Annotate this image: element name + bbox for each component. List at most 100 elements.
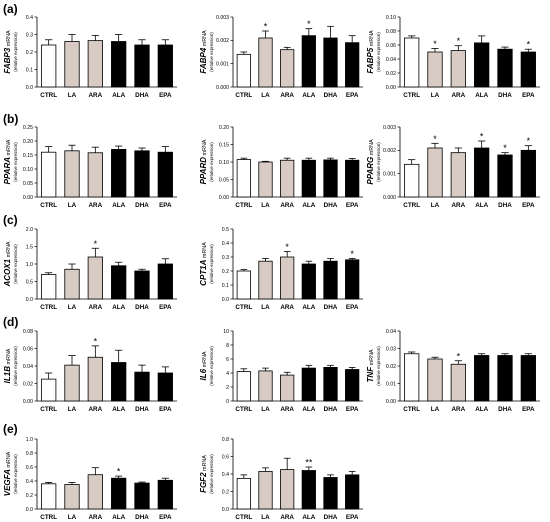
bar-ara xyxy=(280,374,295,402)
x-tick-label: ARA xyxy=(452,406,466,413)
bar-ala xyxy=(301,367,316,402)
bar-la xyxy=(64,364,80,402)
y-axis-unit: (relative expression) xyxy=(209,454,214,494)
x-tick-label: CTRL xyxy=(235,202,252,209)
y-tick-label: 0.4 xyxy=(222,472,229,478)
y-tick-label: 1.0 xyxy=(26,262,33,268)
bar-dha xyxy=(134,44,150,88)
x-tick-label: EPA xyxy=(522,202,535,209)
x-tick-label: LA xyxy=(68,304,77,311)
y-tick-label: 0.06 xyxy=(23,346,33,352)
y-axis-unit: (relative expression) xyxy=(376,346,381,386)
y-axis-title: CPT1AmRNA xyxy=(199,242,208,286)
x-tick-label: ARA xyxy=(89,304,103,311)
y-axis-title: IL6mRNA xyxy=(199,351,208,380)
x-tick-label: DHA xyxy=(498,202,512,209)
bar-ala xyxy=(111,362,127,402)
bar-la xyxy=(258,260,273,300)
chart-fgf2: 0.0 0.2 0.4 0.6 0.8 FGF2mRNA (relative express… xyxy=(199,437,363,521)
bar-ara xyxy=(87,356,103,402)
x-tick-label: ARA xyxy=(89,92,103,99)
y-tick-label: 0.8 xyxy=(26,451,33,457)
y-axis-title: PPARGmRNA xyxy=(366,139,375,185)
bar-ala xyxy=(474,355,490,402)
x-tick-label: DHA xyxy=(135,514,149,521)
y-tick-label: 0.002 xyxy=(383,148,396,154)
bar-epa xyxy=(157,263,173,300)
x-tick-label: DHA xyxy=(498,406,512,413)
y-tick-label: 0.4 xyxy=(26,479,33,485)
y-tick-label: 0.000 xyxy=(383,195,396,201)
y-tick-label: 6 xyxy=(226,357,229,363)
chart-cpt1a: 0.0 0.1 0.2 0.3 0.4 0.5 CPT1AmRNA (relative exp… xyxy=(199,227,363,311)
y-axis-title: TNFmRNA xyxy=(366,349,375,382)
x-tick-label: LA xyxy=(261,202,270,209)
y-tick-label: 0.001 xyxy=(216,61,229,67)
y-tick-label: 0.00 xyxy=(23,399,33,405)
y-axis-title: FABP4mRNA xyxy=(199,30,208,74)
y-tick-label: 0.00 xyxy=(386,399,396,405)
bar-ctrl xyxy=(404,163,420,198)
x-tick-label: ALA xyxy=(112,92,125,99)
y-tick-label: 0.10 xyxy=(386,15,396,21)
x-tick-label: LA xyxy=(431,406,440,413)
bar-ala xyxy=(474,42,490,88)
y-axis-title: FGF2mRNA xyxy=(199,455,208,493)
panel-label-b: (b) xyxy=(3,112,18,126)
bar-ara xyxy=(87,40,103,88)
bar-epa xyxy=(157,151,173,198)
bar-epa xyxy=(157,372,173,402)
x-tick-label: LA xyxy=(261,406,270,413)
y-tick-label: 1.5 xyxy=(26,244,33,250)
y-tick-label: 4 xyxy=(226,371,229,377)
x-tick-label: ALA xyxy=(112,514,125,521)
y-tick-label: 0.2 xyxy=(26,493,33,499)
panel-label-a: (a) xyxy=(3,2,18,16)
bar-dha xyxy=(497,48,513,88)
bar-ala xyxy=(111,477,127,510)
bar-epa xyxy=(520,355,536,402)
bar-epa xyxy=(345,42,360,88)
bar-ctrl xyxy=(236,371,251,402)
chart-fabp3: 0.0 0.1 0.2 0.3 0.4 FABP3mRNA (relative expres… xyxy=(3,15,177,99)
bar-epa xyxy=(157,479,173,510)
y-axis-unit: (relative expression) xyxy=(13,32,18,72)
x-tick-label: ARA xyxy=(89,406,103,413)
y-axis-unit: (relative expression) xyxy=(13,454,18,494)
y-tick-label: 2 xyxy=(226,385,229,391)
y-tick-label: 0 xyxy=(226,399,229,405)
x-tick-label: LA xyxy=(68,514,77,521)
bar-ara xyxy=(450,50,466,88)
y-axis-title: FABP3mRNA xyxy=(3,30,12,74)
y-tick-label: 0.4 xyxy=(26,15,33,21)
bar-epa xyxy=(520,149,536,198)
significance-marker: * xyxy=(457,351,461,361)
bar-ctrl xyxy=(236,159,251,198)
y-axis-title: PPARAmRNA xyxy=(3,139,12,184)
x-tick-label: EPA xyxy=(159,514,172,521)
y-tick-label: 0.2 xyxy=(222,489,229,495)
significance-marker: * xyxy=(503,143,507,153)
significance-marker: * xyxy=(457,36,461,46)
y-axis-unit: (relative expression) xyxy=(13,346,18,386)
y-tick-label: 0.05 xyxy=(23,181,33,187)
chart-acox1: 0.0 0.5 1.0 1.5 2.0 ACOX1mRNA (relative expres… xyxy=(3,227,177,311)
x-tick-label: LA xyxy=(431,92,440,99)
y-axis-unit: (relative expression) xyxy=(209,32,214,72)
y-tick-label: 2.0 xyxy=(26,227,33,233)
x-tick-label: EPA xyxy=(159,304,172,311)
bar-epa xyxy=(345,259,360,300)
y-tick-label: 0.01 xyxy=(386,381,396,387)
x-tick-label: CTRL xyxy=(40,202,57,209)
bar-ala xyxy=(301,470,316,510)
x-tick-label: DHA xyxy=(135,406,149,413)
x-tick-label: ALA xyxy=(302,202,315,209)
y-tick-label: 0.6 xyxy=(26,465,33,471)
chart-pparg: 0.000 0.001 0.002 0.003 PPARGmRNA (relative e… xyxy=(366,125,540,209)
y-axis-title: ACOX1mRNA xyxy=(3,241,12,287)
x-tick-label: ALA xyxy=(475,92,488,99)
bar-ara xyxy=(280,256,295,300)
bar-ctrl xyxy=(404,353,420,402)
x-tick-label: EPA xyxy=(346,514,359,521)
